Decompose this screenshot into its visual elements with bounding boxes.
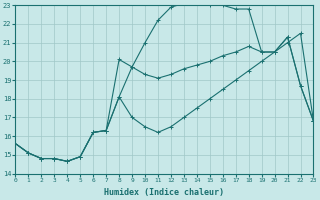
- X-axis label: Humidex (Indice chaleur): Humidex (Indice chaleur): [104, 188, 224, 197]
